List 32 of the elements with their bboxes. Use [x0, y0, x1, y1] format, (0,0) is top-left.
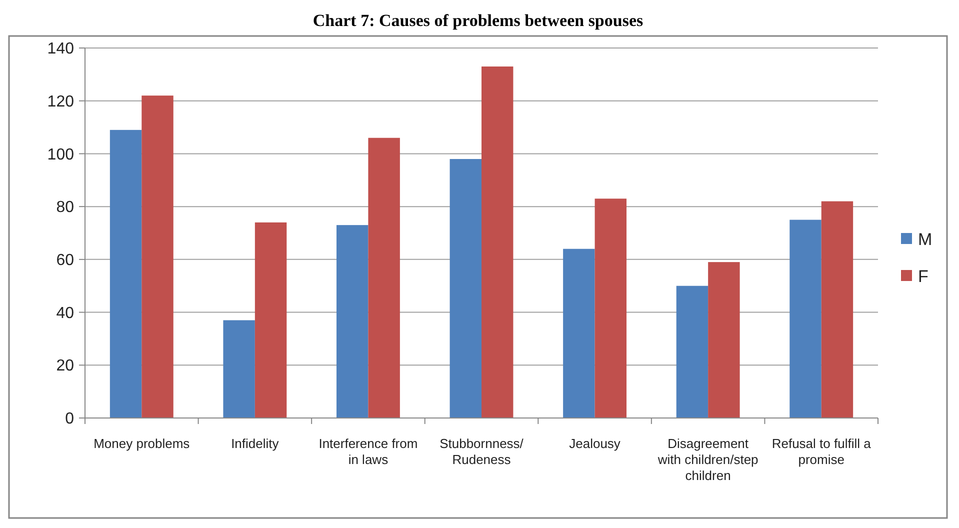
x-tick-label: Disagreement with children/step children: [656, 436, 758, 483]
bar: [336, 225, 368, 418]
bar: [821, 201, 854, 418]
y-tick-label: 80: [56, 199, 74, 216]
legend-label: M: [918, 230, 932, 249]
bar: [142, 96, 174, 418]
y-tick-label: 60: [56, 252, 74, 270]
bar: [223, 320, 255, 418]
x-tick-label: Interference from in laws: [318, 436, 418, 467]
bar: [594, 198, 627, 418]
bar: [254, 222, 287, 418]
bar: [708, 262, 740, 418]
y-tick-label: 0: [65, 410, 74, 428]
chart-title: Chart 7: Causes of problems between spouses: [312, 11, 644, 30]
legend-label: F: [918, 266, 928, 286]
bar: [110, 130, 142, 418]
bar: [563, 248, 595, 418]
y-tick-label: 40: [56, 304, 74, 322]
y-tick-label: 120: [47, 93, 74, 110]
bar: [450, 159, 482, 418]
x-tick-label: Jealousy: [569, 436, 621, 451]
x-tick-label: Refusal to fulfill a promise: [772, 436, 872, 467]
x-tick-label: Stubbornness/ Rudeness: [440, 436, 524, 467]
bar: [790, 220, 822, 418]
x-tick-label: Infidelity: [231, 436, 280, 451]
y-tick-label: 100: [47, 146, 74, 164]
x-tick-label: Money problems: [94, 436, 190, 451]
bar: [676, 286, 708, 418]
bar: [482, 66, 514, 418]
y-tick-label: 140: [47, 40, 74, 58]
bar: [368, 138, 400, 418]
y-tick-label: 20: [56, 358, 74, 375]
